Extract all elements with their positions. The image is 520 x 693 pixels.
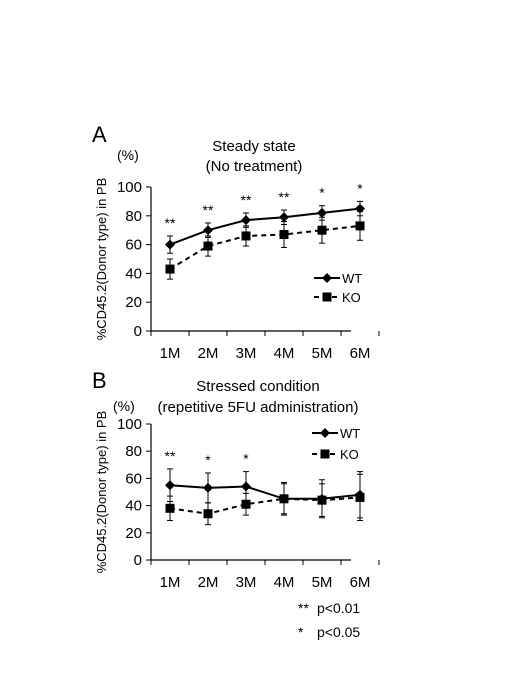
y-tick-label: 60 [125,237,142,254]
x-tick-label: 4M [274,345,295,362]
series-line [169,207,361,246]
panel-a-chart: A Steady state (No treatment) (%) %CD45.2(Do… [92,122,380,362]
significance-marker: ** [241,192,252,208]
panel-letter: A [92,122,107,147]
y-tick-label: 20 [125,525,142,542]
y-tick-label: 100 [117,179,142,196]
legend-label: WT [342,271,362,286]
footnote-text-2: p<0.05 [317,624,360,640]
data-point [241,499,251,509]
legend-marker [320,428,330,438]
significance-marker: * [205,452,211,468]
legend-marker [320,449,330,459]
x-tick-label: 6M [350,345,371,362]
series-ko [165,210,365,280]
significance-footnotes: ** p<0.01 * p<0.05 [298,600,360,640]
x-tick-label: 6M [350,574,371,591]
y-tick-label: 80 [125,208,142,225]
y-tick-label: 0 [134,552,142,569]
data-point [279,230,289,240]
data-point [203,482,213,493]
legend-label: KO [340,447,359,462]
y-tick-label: 80 [125,443,142,460]
legend-label: WT [340,426,360,441]
y-tick-label: 100 [117,416,142,433]
x-tick-label: 1M [160,574,181,591]
series-wt [165,200,365,254]
x-tick-label: 2M [198,345,219,362]
data-point [165,503,175,513]
series-wt [165,468,365,519]
y-tick-label: 40 [125,265,142,282]
legend-label: KO [342,290,361,305]
footnote-symbol-1: ** [298,600,309,616]
significance-marker: ** [165,448,176,464]
series-line [169,224,361,270]
y-tick-label: 60 [125,470,142,487]
x-tick-label: 5M [312,345,333,362]
x-tick-label: 5M [312,574,333,591]
chart-title-line: Stressed condition [196,378,319,395]
data-point [355,492,365,502]
significance-marker: ** [203,202,214,218]
data-point [165,264,175,274]
y-tick-label: 20 [125,294,142,311]
legend-marker [322,273,332,283]
legend-entry-wt: WT [314,271,362,286]
data-point [317,207,327,218]
legend-entry-ko: KO [312,447,359,462]
panel-b-chart: B Stressed condition (repetitive 5FU admin… [92,368,380,591]
footnote-text-1: p<0.01 [317,600,360,616]
y-tick-label: 40 [125,498,142,515]
significance-marker: * [319,185,325,201]
legend-marker [322,292,332,302]
x-tick-label: 1M [160,345,181,362]
significance-marker: ** [165,215,176,231]
x-tick-label: 2M [198,574,219,591]
x-tick-label: 3M [236,345,257,362]
data-point [203,225,213,236]
chart-title-line: Steady state [212,138,295,155]
data-point [241,215,251,226]
data-point [241,231,251,241]
data-point [165,480,175,491]
data-point [279,212,289,223]
data-point [203,241,213,251]
chart-title-line: (repetitive 5FU administration) [158,399,359,416]
y-tick-label: 0 [134,323,142,340]
panel-letter: B [92,368,107,393]
y-axis-label: %CD45.2(Donor type) in PB [94,411,109,574]
data-point [241,481,251,492]
legend-entry-ko: KO [314,290,361,305]
data-point [317,225,327,235]
y-unit-label: (%) [117,147,139,163]
series-line [169,496,361,515]
chart-title-line: (No treatment) [206,158,303,175]
data-point [355,221,365,231]
y-axis-label: %CD45.2(Donor type) in PB [94,178,109,341]
data-point [203,509,213,519]
legend-entry-wt: WT [312,426,360,441]
data-point [317,495,327,505]
significance-marker: ** [279,189,290,205]
x-tick-label: 4M [274,574,295,591]
significance-marker: * [243,451,249,467]
series-ko [165,473,365,526]
data-point [279,494,289,504]
series-line [169,484,361,500]
footnote-symbol-2: * [298,624,304,640]
significance-marker: * [357,180,363,196]
y-unit-label: (%) [113,398,135,414]
data-point [165,239,175,250]
x-tick-label: 3M [236,574,257,591]
